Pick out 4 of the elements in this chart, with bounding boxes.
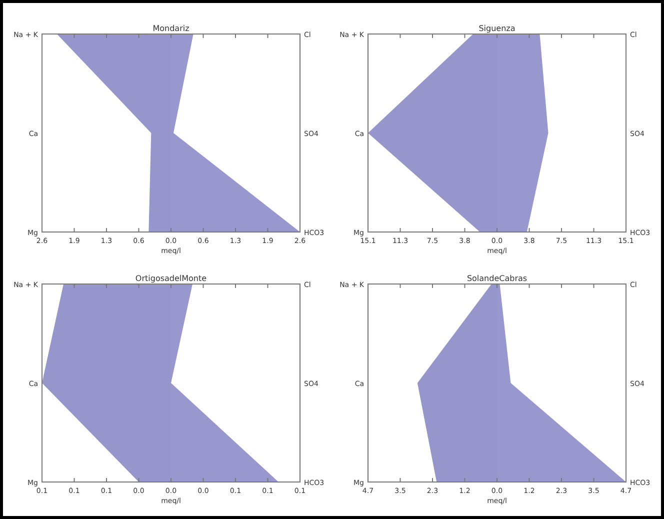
chart-title: SolandeCabras — [466, 274, 528, 283]
chart-title: Siguenza — [478, 24, 516, 33]
chart-title: OrtigosadelMonte — [135, 274, 207, 283]
chart-title: Mondariz — [152, 24, 190, 33]
